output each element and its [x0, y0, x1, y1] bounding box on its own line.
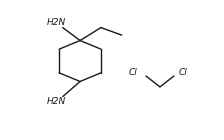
Text: Cl: Cl — [129, 68, 137, 77]
Text: Cl: Cl — [179, 68, 188, 77]
Text: H2N: H2N — [47, 97, 66, 106]
Text: H2N: H2N — [47, 18, 66, 27]
